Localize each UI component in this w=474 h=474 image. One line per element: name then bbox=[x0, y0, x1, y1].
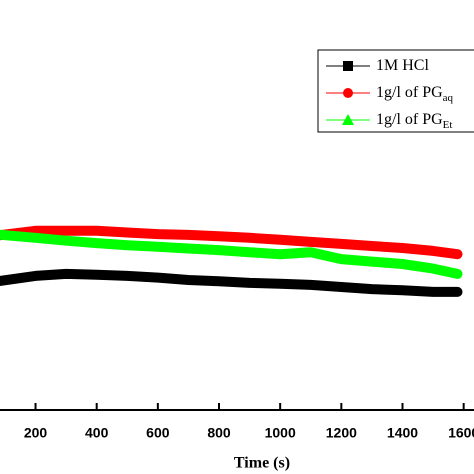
legend-label: 1g/l of PGaq bbox=[376, 84, 454, 104]
legend-marker bbox=[343, 88, 353, 98]
legend-name: 1g/l of PG bbox=[376, 84, 443, 101]
legend-subscript: aq bbox=[443, 92, 454, 104]
x-tick-label: 600 bbox=[146, 425, 170, 441]
series-line bbox=[0, 225, 463, 260]
legend-subscript: Et bbox=[443, 119, 453, 131]
x-tick-label: 200 bbox=[24, 425, 48, 441]
legend-label: 1g/l of PGEt bbox=[376, 111, 452, 131]
legend-name: 1g/l of PG bbox=[376, 111, 443, 128]
x-tick-label: 1400 bbox=[387, 425, 418, 441]
legend-name: 1M HCl bbox=[376, 57, 429, 74]
series-line bbox=[0, 268, 463, 297]
x-tick-label: 400 bbox=[85, 425, 109, 441]
x-tick-label: 1600 bbox=[448, 425, 474, 441]
legend-label: 1M HCl bbox=[376, 57, 429, 74]
legend-marker bbox=[343, 61, 353, 71]
x-tick-label: 800 bbox=[207, 425, 231, 441]
x-tick-label: 1000 bbox=[265, 425, 296, 441]
legend-marker bbox=[342, 114, 354, 125]
series-line bbox=[0, 229, 463, 279]
x-tick-label: 1200 bbox=[326, 425, 357, 441]
x-axis-label: Time (s) bbox=[234, 455, 290, 472]
